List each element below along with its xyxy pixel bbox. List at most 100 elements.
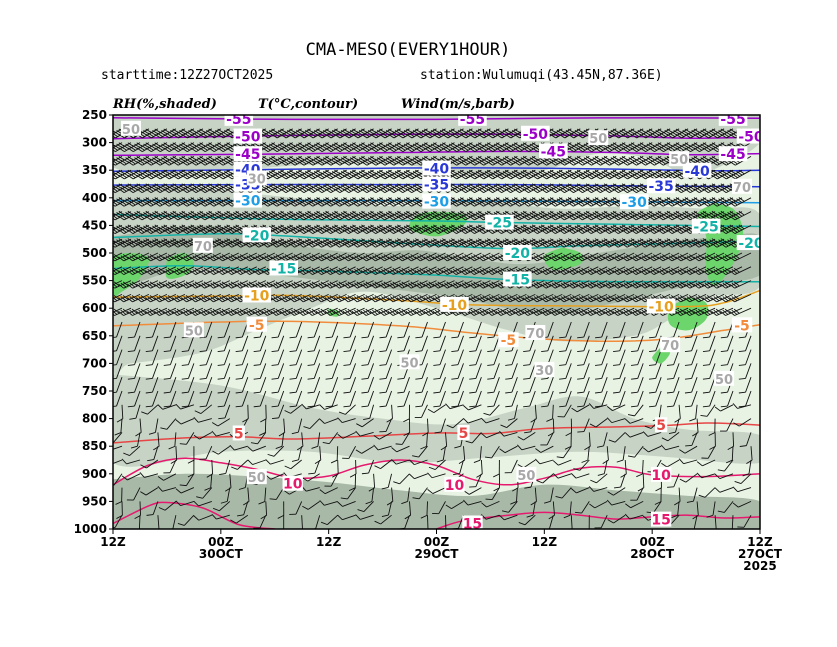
y-tick-label: 650 (82, 329, 107, 343)
rh-label: 50 (589, 132, 607, 147)
wind-barb (639, 142, 662, 152)
wind-barb (370, 156, 392, 166)
wind-barb (450, 142, 473, 152)
wind-barb (657, 169, 680, 180)
y-tick-label: 600 (82, 301, 107, 315)
wind-barb (657, 142, 680, 152)
rh-region (544, 247, 584, 270)
contour-label: -5 (249, 318, 265, 334)
wind-barb (163, 169, 186, 180)
x-tick-label: 12Z (532, 535, 558, 549)
y-tick-label: 800 (82, 412, 107, 426)
wind-barb (352, 169, 374, 180)
x-tick-label: 30OCT (199, 547, 244, 561)
contour-label: -5 (501, 333, 517, 349)
starttime-label: starttime:12Z27OCT2025 (101, 68, 273, 83)
contour-label: -30 (235, 194, 261, 210)
wind-barb (630, 142, 653, 152)
wind-barb (388, 142, 410, 152)
wind-barb (442, 128, 464, 139)
wind-barb (450, 156, 473, 166)
rh-label: 70 (194, 240, 212, 255)
y-tick-label: 450 (82, 218, 107, 232)
wind-barb (113, 183, 123, 193)
wind-barb (477, 142, 500, 152)
y-tick-label: 850 (82, 439, 107, 453)
wind-barb (648, 128, 671, 139)
wind-barb (208, 128, 231, 139)
contour-label: -15 (505, 272, 530, 288)
wind-barb (648, 156, 671, 166)
y-tick-label: 500 (82, 246, 107, 260)
wind-barb (729, 169, 752, 180)
rh-region (113, 473, 760, 529)
y-tick-label: 350 (82, 163, 107, 177)
y-tick-label: 250 (82, 108, 107, 122)
contour-label: -30 (424, 195, 450, 211)
y-tick-label: 900 (82, 467, 107, 481)
rh-label: 50 (400, 356, 418, 371)
contour-label: 5 (459, 426, 469, 442)
wind-barb (113, 156, 132, 166)
contour-label: -35 (649, 179, 674, 195)
rh-label: 70 (526, 327, 544, 342)
x-tick-label: 2025 (743, 559, 776, 573)
rh-label: 30 (248, 172, 266, 187)
rh-label: 70 (661, 339, 679, 354)
wind-barb (289, 142, 311, 152)
y-tick-label: 400 (82, 191, 107, 205)
contour-label: -5 (734, 318, 750, 334)
legend-rh: RH(%,shaded) (112, 97, 217, 112)
x-tick-label: 12Z (316, 535, 342, 549)
contour-label: -15 (271, 261, 296, 277)
wind-barbs (113, 128, 753, 529)
contour-label: -25 (693, 220, 718, 236)
temp-contour (113, 320, 760, 343)
y-tick-label: 950 (82, 494, 107, 508)
wind-barb (307, 169, 329, 180)
contour-label: -45 (541, 144, 566, 160)
contour-label: -25 (487, 216, 512, 232)
contour-label: -10 (649, 300, 675, 316)
chart-title: CMA-MESO(EVERY1HOUR) (306, 40, 511, 60)
contour-label: 10 (651, 468, 671, 484)
wind-barb (113, 183, 132, 193)
legend-wind: Wind(m/s,barb) (401, 97, 515, 112)
y-tick-label: 1000 (74, 522, 107, 536)
contour-label: 5 (656, 418, 666, 434)
contour-label: -50 (523, 127, 549, 143)
station-label: station:Wulumuqi(43.45N,87.36E) (420, 68, 663, 83)
rh-label: 70 (733, 181, 751, 196)
rh-label: 50 (517, 469, 535, 484)
wind-barb (486, 142, 509, 152)
wind-barb (199, 128, 222, 139)
y-tick-label: 750 (82, 384, 107, 398)
contour-label: -10 (442, 298, 468, 314)
temp-contour (113, 264, 760, 283)
y-tick-label: 550 (82, 274, 107, 288)
contour-label: 10 (283, 477, 303, 493)
wind-barb (513, 169, 536, 180)
plot-area: -55-55-55-50-50-50-45-45-45-40-40-40-35-… (113, 115, 760, 529)
wind-barb (459, 169, 482, 180)
wind-barb (361, 128, 383, 139)
rh-region (113, 225, 760, 314)
wind-barb (172, 169, 195, 180)
temp-contour (113, 457, 760, 486)
rh-label: 50 (185, 324, 203, 339)
wind-barb (307, 156, 329, 166)
rh-label: 30 (535, 364, 553, 379)
rh-label: 50 (122, 123, 140, 138)
contour-label: -45 (720, 147, 745, 163)
wind-barb (603, 142, 626, 152)
wind-barb (487, 128, 509, 139)
temp-contour (113, 501, 275, 529)
wind-barb (127, 183, 150, 193)
legend-temp: T(°C,contour) (258, 97, 358, 112)
temp-contour (436, 511, 760, 529)
contour-label: -50 (235, 130, 261, 146)
wind-barb (549, 169, 572, 180)
contour-label: 15 (651, 513, 670, 529)
contour-label: 10 (445, 478, 465, 494)
